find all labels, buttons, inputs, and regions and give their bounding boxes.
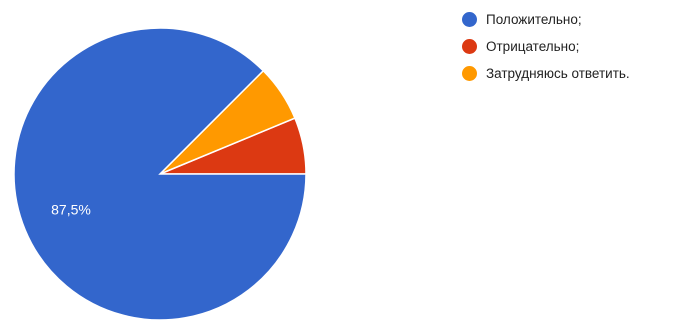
pie-slice-positive <box>13 27 307 321</box>
chart-legend: Положительно; Отрицательно; Затрудняюсь … <box>462 6 630 87</box>
legend-item-positive: Положительно; <box>462 6 630 33</box>
legend-swatch-negative <box>462 39 477 54</box>
legend-swatch-positive <box>462 12 477 27</box>
legend-item-negative: Отрицательно; <box>462 33 630 60</box>
legend-label-negative: Отрицательно; <box>486 39 580 54</box>
legend-label-undecided: Затрудняюсь ответить. <box>486 66 630 81</box>
pie-slice-label-0: 87,5% <box>51 202 91 218</box>
legend-label-positive: Положительно; <box>486 12 582 27</box>
legend-swatch-undecided <box>462 66 477 81</box>
legend-item-undecided: Затрудняюсь ответить. <box>462 60 630 87</box>
